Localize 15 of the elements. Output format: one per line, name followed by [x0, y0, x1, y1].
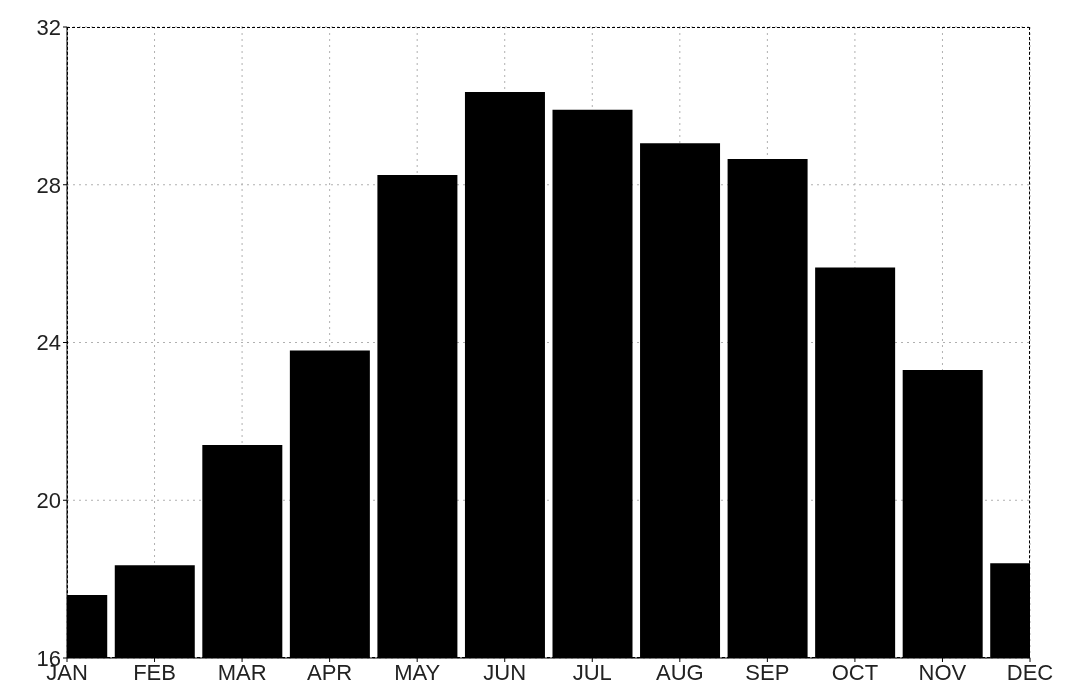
y-tick-label: 20 [36, 488, 61, 514]
x-tick-label: JUN [483, 659, 527, 685]
x-tick-label: NOV [918, 659, 967, 685]
y-tick-label: 28 [36, 172, 61, 198]
x-tick-label: JUL [572, 659, 612, 685]
x-tick-label: AUG [655, 659, 704, 685]
x-tick-label: OCT [831, 659, 879, 685]
x-tick-label: FEB [133, 659, 176, 685]
y-tick-label: 24 [36, 330, 61, 356]
x-tick-label: MAR [217, 659, 267, 685]
y-tick-label: 32 [36, 14, 61, 40]
x-tick-label: SEP [745, 659, 790, 685]
x-tick-label: DEC [1006, 659, 1054, 685]
x-tick-label: APR [307, 659, 353, 685]
x-tick-label: MAY [394, 659, 441, 685]
